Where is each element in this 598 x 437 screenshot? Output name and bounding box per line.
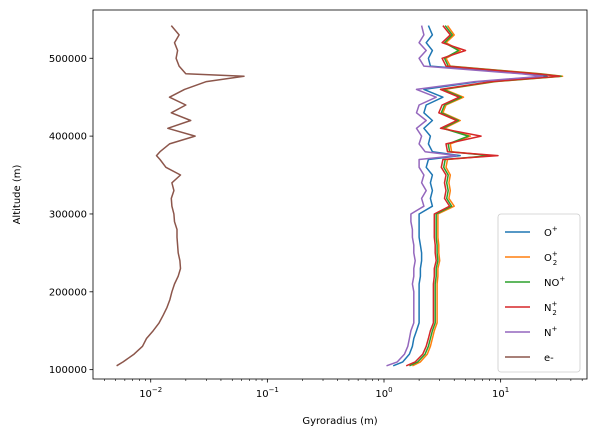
y-axis-label: Altitude (m) — [12, 165, 23, 225]
y-tick-label: 500000 — [49, 54, 87, 65]
legend-label-0: O+ — [544, 225, 558, 239]
plot-frame — [92, 9, 588, 380]
x-tick-label: 100 — [375, 386, 392, 400]
y-tick-label: 300000 — [49, 209, 87, 220]
legend-label-3: N+ 2 — [544, 300, 557, 317]
x-axis-label: Gyroradius (m) — [302, 416, 377, 427]
y-axis-ticks: 100000 200000 300000 400000 500000 — [49, 54, 93, 376]
series-lines — [116, 25, 564, 367]
x-tick-label: 10−2 — [139, 386, 162, 400]
y-tick-label: 400000 — [49, 132, 87, 143]
y-tick-label: 100000 — [49, 365, 87, 376]
series-line-4 — [386, 25, 544, 367]
series-line-3 — [405, 25, 561, 367]
x-axis-ticks: 10−2 10−1 100 101 — [104, 379, 583, 400]
x-tick-label: 101 — [492, 386, 509, 400]
legend-box — [497, 213, 581, 373]
series-line-5 — [116, 25, 245, 367]
legend-label-4: N+ — [544, 325, 557, 339]
x-tick-label: 10−1 — [256, 386, 279, 400]
y-tick-label: 200000 — [49, 287, 87, 298]
legend-label-1: O+ 2 — [544, 250, 558, 267]
legend-label-2: NO+ — [544, 275, 565, 289]
legend-label-5: e- — [544, 353, 554, 364]
legend: O+ O+ 2 NO+ N+ 2 N+ e- — [497, 213, 581, 373]
